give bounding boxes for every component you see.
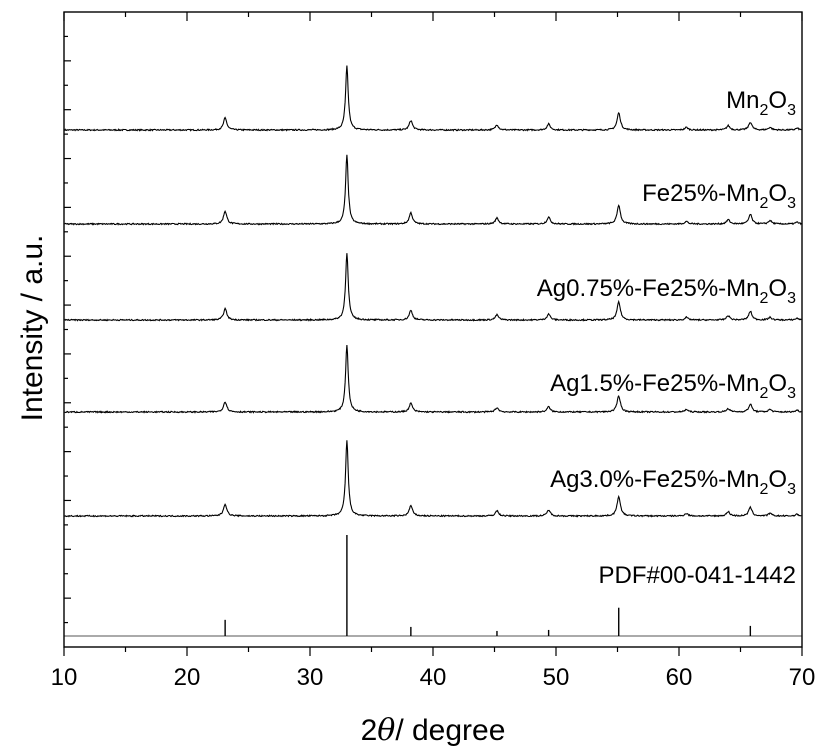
series-label-part: O (768, 87, 787, 114)
series-label-part: Ag0.75%-Fe25%-Mn (537, 275, 760, 302)
x-tick-label: 50 (543, 664, 570, 691)
series-label-part: Ag1.5%-Fe25%-Mn (550, 370, 759, 397)
series-label-part: O (768, 466, 787, 493)
series-label-part: O (768, 275, 787, 302)
series-label-part: 3 (787, 102, 796, 119)
series-label-4: Ag1.5%-Fe25%-Mn2O3 (550, 370, 796, 402)
series-label-5: Ag3.0%-Fe25%-Mn2O3 (550, 466, 796, 498)
series-label-part: 3 (787, 290, 796, 307)
x-tick-label: 10 (51, 664, 78, 691)
series-label-part: 3 (787, 385, 796, 402)
series-label-part: Ag3.0%-Fe25%-Mn (550, 466, 759, 493)
series-trace-4 (64, 345, 802, 414)
series-label-part: 2 (760, 290, 769, 307)
x-axis-title-prefix: 2 (361, 714, 378, 747)
x-axis-title: 2θ/ degree (361, 713, 506, 748)
series-label-part: O (768, 180, 787, 207)
series-trace-2 (64, 154, 802, 226)
series-label-part: 3 (787, 195, 796, 212)
series-label-part: 2 (760, 102, 769, 119)
x-axis-title-suffix: / degree (395, 714, 505, 747)
x-tick-label: 40 (420, 664, 447, 691)
reference-label: PDF#00-041-1442 (599, 562, 796, 589)
series-label-1: Mn2O3 (726, 87, 796, 119)
x-axis-title-symbol: θ (377, 713, 395, 748)
axes: 10 20 30 40 50 60 70 (51, 11, 816, 691)
x-tick-label: 20 (174, 664, 201, 691)
x-tick-label: 60 (666, 664, 693, 691)
series-traces (64, 65, 802, 518)
series-label-part: Fe25%-Mn (642, 180, 759, 207)
reference-pattern: PDF#00-041-1442 (64, 535, 802, 637)
x-tick-label: 70 (789, 664, 816, 691)
series-trace-5 (64, 440, 802, 518)
series-labels: Mn2O3Fe25%-Mn2O3Ag0.75%-Fe25%-Mn2O3Ag1.5… (537, 87, 796, 498)
series-label-2: Fe25%-Mn2O3 (642, 180, 796, 212)
series-trace-3 (64, 253, 802, 322)
series-label-part: O (768, 370, 787, 397)
series-label-part: 2 (760, 481, 769, 498)
x-tick-label: 30 (297, 664, 324, 691)
y-axis-title: Intensity / a.u. (16, 235, 49, 422)
series-trace-1 (64, 65, 802, 132)
series-label-part: Mn (726, 87, 759, 114)
series-label-3: Ag0.75%-Fe25%-Mn2O3 (537, 275, 796, 307)
series-label-part: 3 (787, 481, 796, 498)
plot-frame (63, 11, 803, 648)
series-label-part: 2 (760, 385, 769, 402)
series-label-part: 2 (760, 195, 769, 212)
